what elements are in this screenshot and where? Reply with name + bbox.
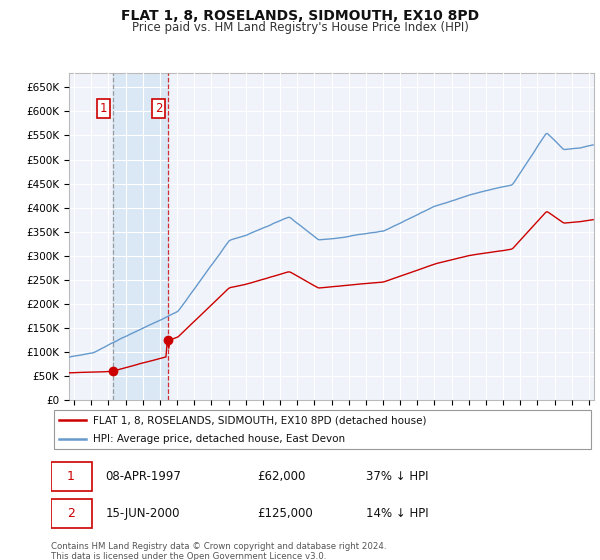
Text: Price paid vs. HM Land Registry's House Price Index (HPI): Price paid vs. HM Land Registry's House … [131, 21, 469, 34]
Text: 08-APR-1997: 08-APR-1997 [106, 470, 181, 483]
Text: 2: 2 [67, 507, 75, 520]
Text: 1: 1 [67, 470, 75, 483]
Text: 1: 1 [100, 102, 107, 115]
Text: 15-JUN-2000: 15-JUN-2000 [106, 507, 180, 520]
Bar [113, 73, 168, 400]
Text: 37% ↓ HPI: 37% ↓ HPI [366, 470, 428, 483]
FancyBboxPatch shape [54, 410, 591, 449]
Text: Contains HM Land Registry data © Crown copyright and database right 2024.
This d: Contains HM Land Registry data © Crown c… [51, 542, 386, 560]
FancyBboxPatch shape [51, 462, 92, 491]
Text: FLAT 1, 8, ROSELANDS, SIDMOUTH, EX10 8PD: FLAT 1, 8, ROSELANDS, SIDMOUTH, EX10 8PD [121, 9, 479, 23]
FancyBboxPatch shape [51, 500, 92, 528]
Text: £125,000: £125,000 [257, 507, 313, 520]
Text: £62,000: £62,000 [257, 470, 306, 483]
Text: 2: 2 [155, 102, 162, 115]
Text: 14% ↓ HPI: 14% ↓ HPI [366, 507, 428, 520]
Text: FLAT 1, 8, ROSELANDS, SIDMOUTH, EX10 8PD (detached house): FLAT 1, 8, ROSELANDS, SIDMOUTH, EX10 8PD… [94, 415, 427, 425]
Text: HPI: Average price, detached house, East Devon: HPI: Average price, detached house, East… [94, 435, 346, 445]
